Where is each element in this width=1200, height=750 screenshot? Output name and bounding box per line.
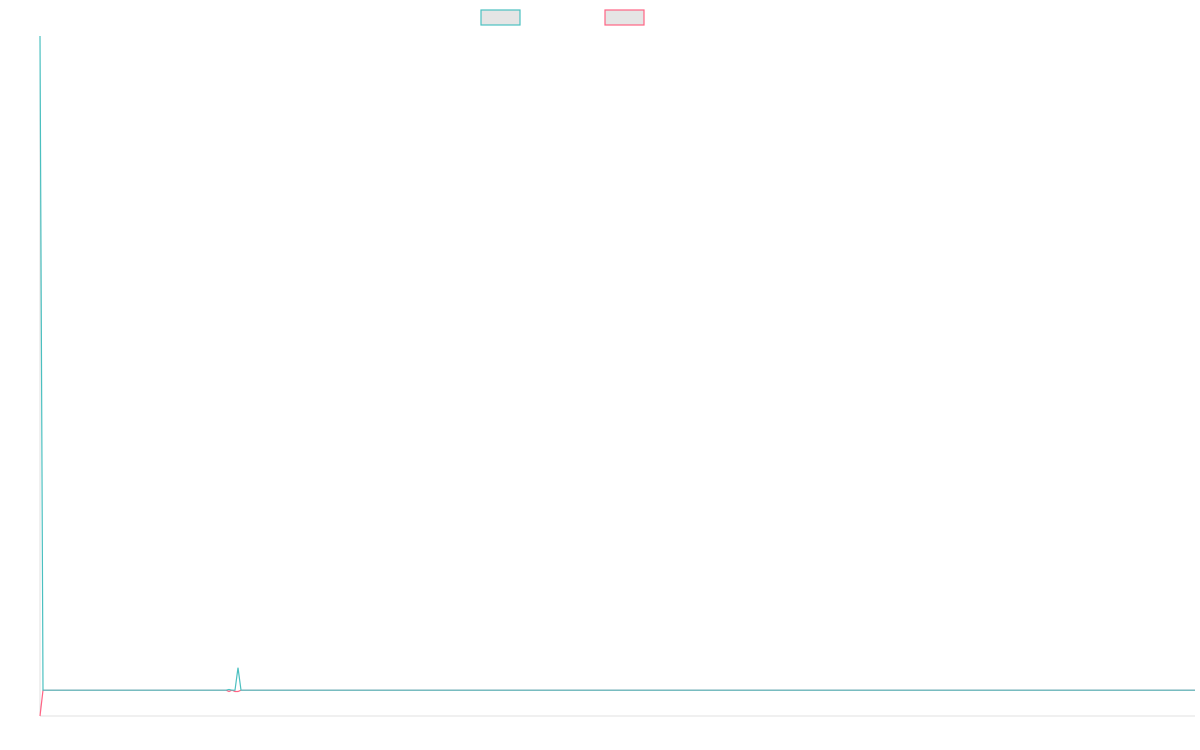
legend-swatch-2[interactable]	[604, 9, 645, 26]
series-line-2	[39, 689, 1195, 717]
series-line-1	[39, 35, 1195, 691]
legend	[480, 9, 645, 26]
legend-swatch-1[interactable]	[480, 9, 521, 26]
